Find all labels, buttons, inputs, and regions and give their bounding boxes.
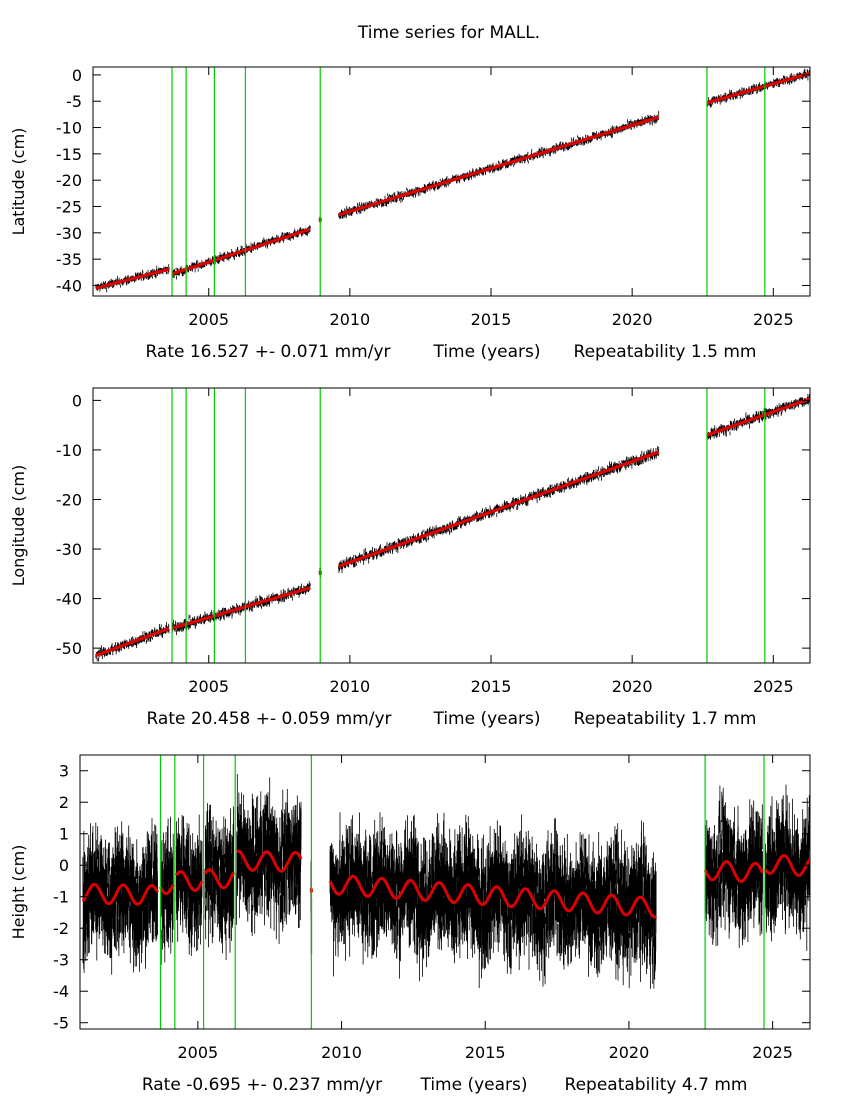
observation-series-9 xyxy=(765,784,810,951)
y-tick-label: -10 xyxy=(56,119,82,138)
rate-label: Rate 16.527 +- 0.071 mm/yr xyxy=(145,342,390,362)
x-tick-label: 2005 xyxy=(188,310,229,329)
x-tick-label: 2020 xyxy=(612,310,653,329)
repeatability-label: Repeatability 1.5 mm xyxy=(574,342,757,362)
y-tick-label: -35 xyxy=(56,250,82,269)
model-line-2 xyxy=(170,586,312,630)
y-axis-label: Height (cm) xyxy=(9,845,28,940)
y-tick-label: -15 xyxy=(56,145,82,164)
x-tick-label: 2015 xyxy=(471,310,512,329)
y-tick-label: 0 xyxy=(59,856,69,875)
x-tick-label: 2025 xyxy=(752,1043,793,1062)
x-tick-label: 2005 xyxy=(177,1043,218,1062)
x-tick-label: 2020 xyxy=(612,677,653,696)
observation-series-5 xyxy=(236,774,302,944)
panel-2: 0 -10 -20 -30 -40 -50 2005 2010 2015 2020 2025 Long… xyxy=(9,387,811,729)
model-line-4 xyxy=(337,115,660,217)
x-tick-label: 2025 xyxy=(753,310,794,329)
repeatability-label: Repeatability 4.7 mm xyxy=(565,1075,748,1095)
observations xyxy=(82,774,810,989)
model-line-1 xyxy=(94,267,171,290)
y-tick-label: -40 xyxy=(56,590,82,609)
model-line-8 xyxy=(703,860,764,883)
x-tick-label: 2010 xyxy=(330,310,371,329)
x-tick-label: 2020 xyxy=(609,1043,650,1062)
y-tick-label: 3 xyxy=(59,762,69,781)
model-line-3 xyxy=(175,870,204,892)
figure-title: Time series for MALL. xyxy=(357,23,540,43)
y-tick-label: -20 xyxy=(56,490,82,509)
y-tick-label: -25 xyxy=(56,198,82,217)
panel-frame xyxy=(92,66,811,297)
y-tick-label: -1 xyxy=(53,888,69,907)
y-tick-label: 2 xyxy=(59,793,69,812)
model-line-9 xyxy=(764,854,810,877)
x-tick-label: 2005 xyxy=(188,677,229,696)
panel-frame xyxy=(92,387,811,664)
rate-label: Rate 20.458 +- 0.059 mm/yr xyxy=(146,709,391,729)
y-tick-label: -30 xyxy=(56,540,82,559)
x-tick-label: 2010 xyxy=(321,1043,362,1062)
y-axis-label: Latitude (cm) xyxy=(9,128,28,236)
model-line-4 xyxy=(203,868,236,890)
y-tick-label: -4 xyxy=(53,982,69,1001)
x-tick-label: 2015 xyxy=(465,1043,506,1062)
model-line-7 xyxy=(328,874,658,919)
model-line-5 xyxy=(705,397,810,437)
y-tick-label: -20 xyxy=(56,171,82,190)
observations xyxy=(95,393,810,662)
model-fit xyxy=(94,71,810,290)
observation-series-1 xyxy=(82,818,158,975)
x-tick-label: 2015 xyxy=(471,677,512,696)
model-line-2 xyxy=(170,227,312,276)
rate-label: Rate -0.695 +- 0.237 mm/yr xyxy=(142,1075,382,1095)
model-line-1 xyxy=(81,882,159,906)
panel-3: 3 2 1 0 -1 -2 -3 -4 -5 2005 2010 2015 2020 2025 Height… xyxy=(9,754,811,1095)
model-line-4 xyxy=(337,450,660,568)
model-line-5 xyxy=(705,71,810,105)
observation-series-8 xyxy=(704,785,763,948)
y-tick-label: -3 xyxy=(53,951,69,970)
model-line-5 xyxy=(235,849,303,873)
repeatability-label: Repeatability 1.7 mm xyxy=(574,709,757,729)
y-tick-label: -5 xyxy=(66,92,82,111)
y-axis-label: Longitude (cm) xyxy=(9,465,28,587)
model-line-1 xyxy=(94,626,171,658)
x-tick-label: 2025 xyxy=(753,677,794,696)
panel-1: 0 -5 -10 -15 -20 -25 -30 -35 -40 2005 2010 2015 2020… xyxy=(9,66,811,362)
model-line-2 xyxy=(159,883,175,896)
y-tick-label: -50 xyxy=(56,639,82,658)
y-tick-label: -10 xyxy=(56,441,82,460)
y-tick-label: 0 xyxy=(72,391,82,410)
x-axis-label: Time (years) xyxy=(432,342,540,362)
x-axis-label: Time (years) xyxy=(419,1075,527,1095)
y-tick-label: -5 xyxy=(53,1014,69,1033)
y-tick-label: 0 xyxy=(72,66,82,85)
observation-series-7 xyxy=(329,812,657,989)
panel-frame xyxy=(79,754,811,1030)
y-tick-label: -30 xyxy=(56,224,82,243)
y-tick-label: -2 xyxy=(53,919,69,938)
x-tick-label: 2010 xyxy=(330,677,371,696)
x-axis-label: Time (years) xyxy=(432,709,540,729)
y-tick-label: -40 xyxy=(56,276,82,295)
y-tick-label: 1 xyxy=(59,825,69,844)
